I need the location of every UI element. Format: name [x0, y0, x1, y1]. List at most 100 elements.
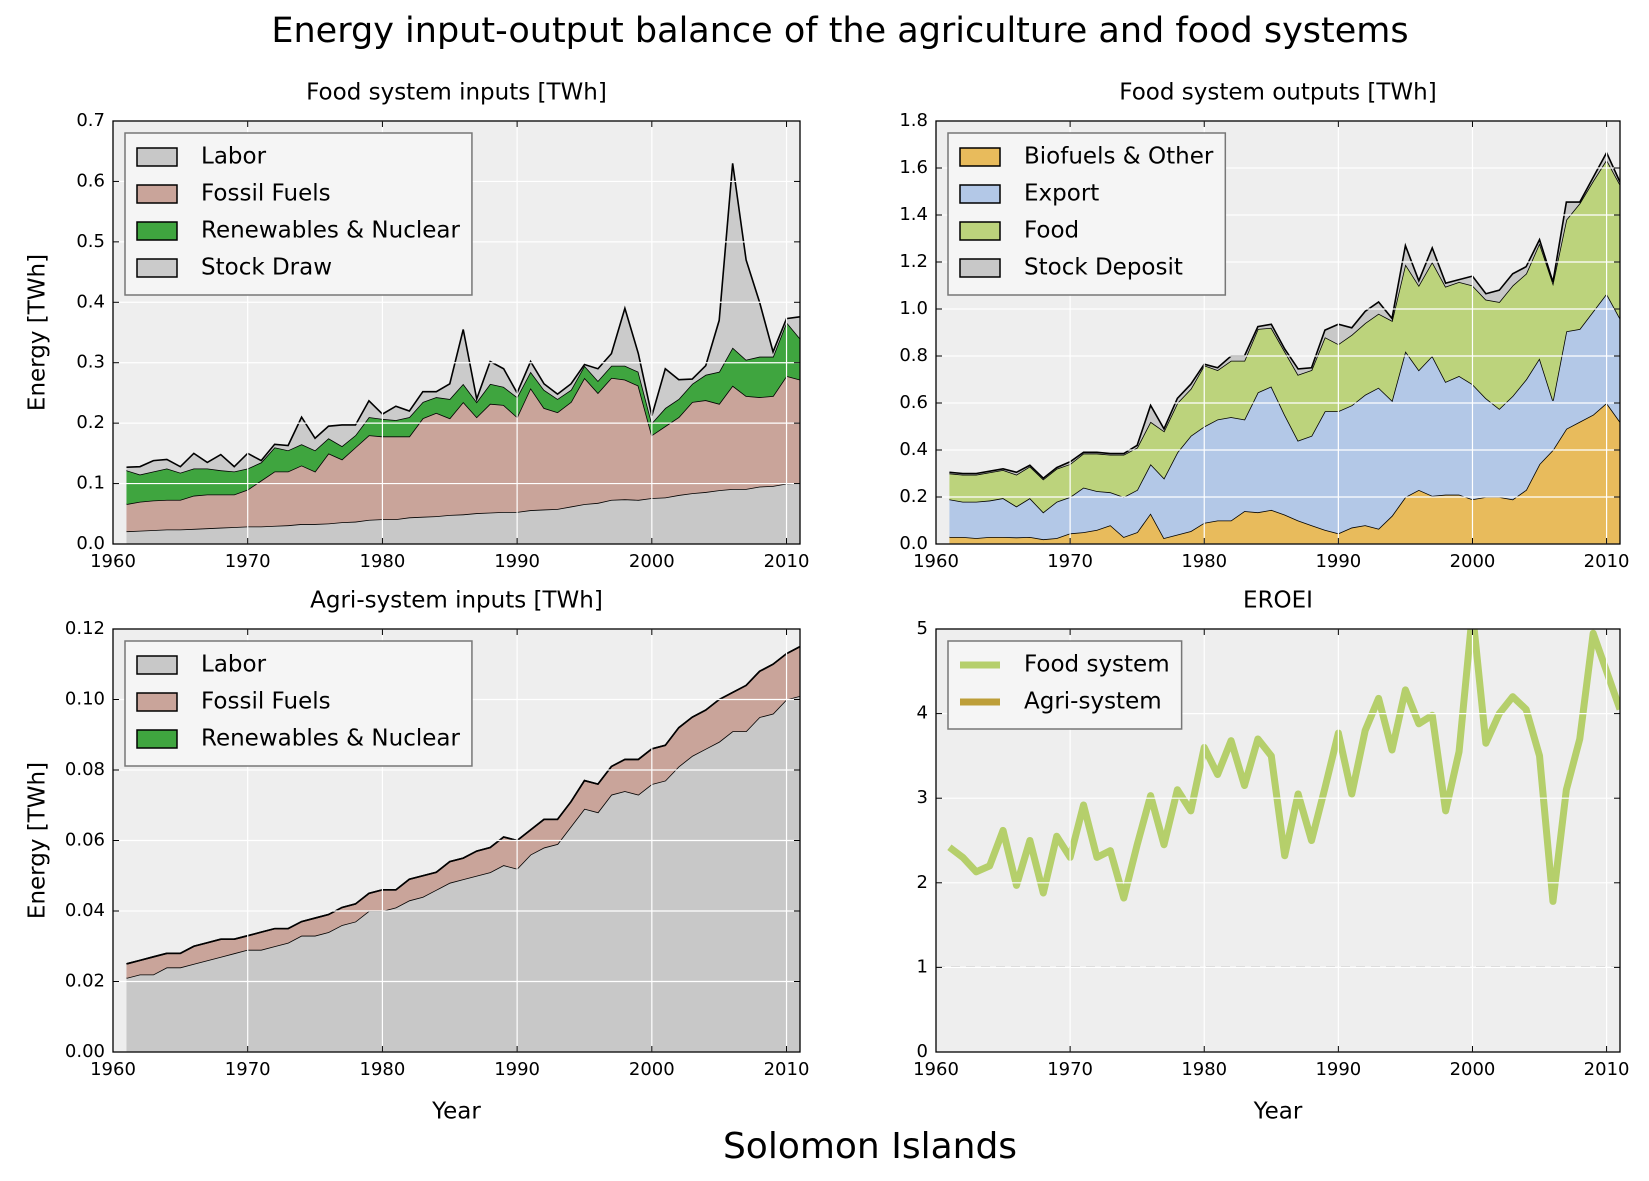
y-tick-label: 0.00 [65, 1041, 105, 1062]
plot-frame [112, 120, 801, 545]
legend-swatch [136, 258, 178, 278]
legend-label: Labor [201, 144, 267, 170]
x-axis-label: Year [1253, 1099, 1303, 1125]
legend-box [124, 132, 473, 296]
plot-frame [935, 120, 1621, 545]
y-tick-label: 1.4 [899, 204, 928, 225]
legend-swatch [136, 729, 178, 749]
area-edge [126, 645, 800, 965]
x-tick-label: 2010 [1584, 1059, 1630, 1080]
y-tick-label: 1.8 [899, 110, 928, 131]
legend-label: Stock Draw [201, 255, 332, 281]
area [949, 159, 1620, 513]
plot-frame [112, 628, 801, 1053]
legend-swatch [959, 184, 1001, 204]
legend-label: Food [1024, 218, 1079, 244]
legend-label: Fossil Fuels [201, 181, 331, 207]
y-tick-label: 0.4 [76, 291, 105, 312]
legend-label: Fossil Fuels [201, 689, 331, 715]
y-tick-label: 1 [917, 956, 928, 977]
x-tick-label: 1980 [1181, 1059, 1227, 1080]
y-tick-label: 1.6 [899, 157, 928, 178]
subplot-title: Food system inputs [TWh] [306, 80, 607, 106]
y-tick-label: 0.6 [76, 170, 105, 191]
legend-box [947, 640, 1183, 730]
x-axis-label: Year [431, 1099, 481, 1125]
x-tick-label: 2000 [1450, 551, 1496, 572]
subplot: Agri-system inputs [TWh] Energy [TWh] Year… [25, 588, 810, 1125]
subplot-title: Agri-system inputs [TWh] [310, 588, 603, 614]
legend-label: Food system [1024, 652, 1170, 678]
y-axis-label: Energy [TWh] [25, 762, 51, 919]
x-tick-label: 1990 [494, 551, 540, 572]
area-edge [949, 150, 1620, 480]
x-tick-label: 1990 [1315, 551, 1361, 572]
y-tick-label: 0.8 [899, 345, 928, 366]
y-axis-label: Energy [TWh] [25, 254, 51, 411]
x-tick-label: 1990 [1315, 1059, 1361, 1080]
x-tick-label: 1970 [1047, 1059, 1093, 1080]
legend: Biofuels & Other Export Food Stock Deposit [947, 132, 1227, 296]
plot-area [126, 645, 800, 1052]
y-tick-label: 0 [917, 1041, 928, 1062]
y-tick-label: 0.0 [899, 533, 928, 554]
y-tick-label: 0.02 [65, 971, 105, 992]
x-tick-label: 2010 [1584, 551, 1630, 572]
y-tick-label: 0.3 [76, 352, 105, 373]
y-tick-label: 0.6 [899, 392, 928, 413]
legend-label: Renewables & Nuclear [201, 218, 460, 244]
x-tick-label: 1970 [225, 551, 271, 572]
subplot-title: Food system outputs [TWh] [1119, 80, 1436, 106]
figure-title: Energy input-output balance of the agric… [271, 11, 1408, 51]
subplot: Food system inputs [TWh] Energy [TWh] 1960… [25, 80, 810, 573]
x-tick-label: 2010 [764, 551, 810, 572]
legend: Labor Fossil Fuels Renewables & Nuclear Sto… [124, 132, 473, 296]
plot-area [126, 163, 800, 544]
x-tick-label: 1980 [360, 1059, 406, 1080]
subplot: Food system outputs [TWh] 1960 1970 1980 199… [899, 80, 1629, 573]
y-tick-label: 0.12 [65, 618, 105, 639]
y-tick-label: 0.2 [76, 412, 105, 433]
plot-frame [935, 628, 1621, 1053]
area [126, 322, 800, 505]
legend-label: Agri-system [1024, 689, 1162, 715]
y-tick-label: 0.10 [65, 689, 105, 710]
y-tick-label: 0.7 [76, 110, 105, 131]
x-tick-label: 1980 [1181, 551, 1227, 572]
subplot-title: EROEI [1243, 588, 1313, 614]
legend-swatch [136, 221, 178, 241]
y-tick-label: 0.4 [899, 439, 928, 460]
x-tick-label: 1960 [90, 1059, 136, 1080]
legend: Food system Agri-system [947, 640, 1183, 730]
x-tick-label: 2010 [764, 1059, 810, 1080]
y-tick-label: 0.04 [65, 900, 105, 921]
y-tick-label: 4 [917, 703, 928, 724]
legend-label: Renewables & Nuclear [201, 726, 460, 752]
legend-label: Export [1024, 181, 1099, 207]
x-tick-label: 1980 [360, 551, 406, 572]
legend-swatch [136, 184, 178, 204]
x-tick-label: 2000 [1450, 1059, 1496, 1080]
legend-swatch [959, 258, 1001, 278]
plot-area [949, 150, 1620, 544]
y-tick-label: 0.5 [76, 231, 105, 252]
y-tick-label: 0.08 [65, 759, 105, 780]
y-tick-label: 1.2 [899, 251, 928, 272]
legend-label: Biofuels & Other [1024, 144, 1214, 170]
y-tick-label: 5 [917, 618, 928, 639]
legend-swatch [959, 147, 1001, 167]
x-tick-label: 2000 [629, 1059, 675, 1080]
x-tick-label: 1960 [913, 1059, 959, 1080]
x-tick-label: 1990 [494, 1059, 540, 1080]
y-tick-label: 1.0 [899, 298, 928, 319]
legend-swatch [136, 692, 178, 712]
y-tick-label: 0.1 [76, 473, 105, 494]
legend-swatch [136, 147, 178, 167]
y-tick-label: 0.0 [76, 533, 105, 554]
x-tick-label: 2000 [629, 551, 675, 572]
legend: Labor Fossil Fuels Renewables & Nuclear [124, 640, 473, 767]
legend-label: Stock Deposit [1024, 255, 1183, 281]
figure-subtitle: Solomon Islands [723, 1126, 1017, 1167]
